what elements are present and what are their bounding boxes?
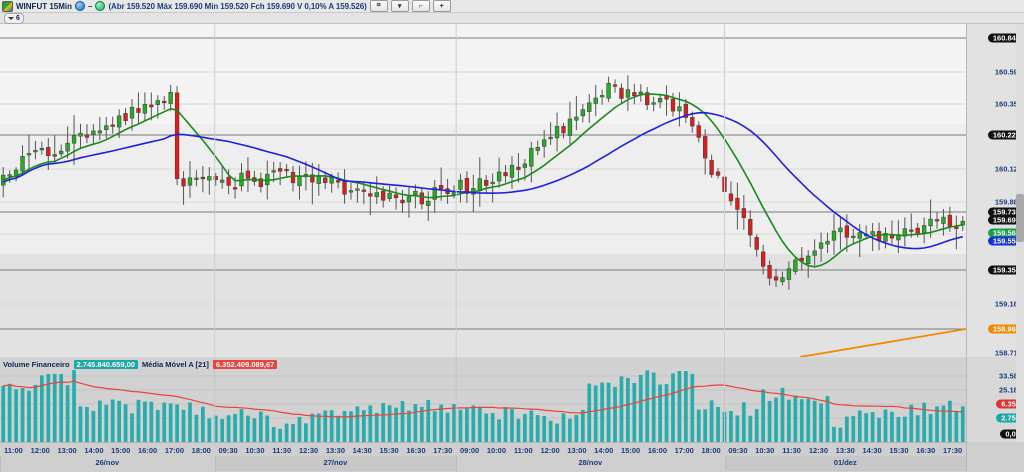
time-tick: 09:30 bbox=[218, 446, 238, 455]
price-marker-tag: 159.690 bbox=[987, 215, 1024, 225]
volume-legend-value: 2.745.840.659,00 bbox=[73, 360, 138, 369]
price-tick: 160.120 bbox=[994, 164, 1022, 174]
volume-chart-pane[interactable] bbox=[0, 358, 966, 442]
price-marker-tag: 159.550 bbox=[987, 236, 1024, 246]
volume-bars-svg bbox=[0, 358, 966, 442]
volume-legend-title: Volume Financeiro bbox=[3, 360, 70, 369]
vertical-scrollbar[interactable] bbox=[1016, 24, 1024, 442]
interval-selector[interactable]: 6 bbox=[4, 12, 24, 24]
time-tick: 15:30 bbox=[889, 446, 909, 455]
time-tick: 13:30 bbox=[325, 446, 345, 455]
price-marker-tag: 160.225 bbox=[987, 130, 1024, 140]
price-candles-svg bbox=[0, 24, 966, 357]
day-band bbox=[456, 456, 725, 471]
price-marker-tag: 160.840 bbox=[987, 33, 1024, 43]
price-tick: 160.355 bbox=[994, 99, 1022, 109]
axis-corner bbox=[966, 442, 1024, 471]
price-marker-tag: 159.562 bbox=[987, 228, 1024, 238]
day-label: 01/dez bbox=[833, 458, 857, 467]
time-tick: 18:00 bbox=[701, 446, 721, 455]
time-axis[interactable]: 11:00 12:00 13:00 14:00 15:00 16:00 17:00 18:00… bbox=[0, 442, 1024, 472]
time-tick: 12:00 bbox=[30, 446, 50, 455]
time-tick: 14:00 bbox=[84, 446, 104, 455]
day-band bbox=[724, 456, 967, 471]
time-tick: 11:00 bbox=[4, 446, 23, 455]
price-tick: 160.590 bbox=[994, 67, 1022, 77]
interval-value: 6 bbox=[16, 14, 20, 22]
magnet-tool-button[interactable]: ⌐ bbox=[411, 0, 430, 12]
time-tick: 16:30 bbox=[916, 446, 936, 455]
time-tick: 13:30 bbox=[835, 446, 855, 455]
price-tick: 159.180 bbox=[994, 299, 1022, 309]
time-tick: 17:00 bbox=[164, 446, 184, 455]
price-tick: 159.885 bbox=[994, 197, 1022, 207]
time-tick: 10:30 bbox=[245, 446, 265, 455]
time-tick: 17:30 bbox=[433, 446, 453, 455]
day-label: 27/nov bbox=[323, 458, 348, 467]
volume-ma-value: 6.352.409.089,67 bbox=[212, 360, 278, 369]
cursor-tool-dropdown[interactable]: ▾ bbox=[390, 0, 409, 12]
time-tick: 16:30 bbox=[406, 446, 426, 455]
day-label: 28/nov bbox=[578, 458, 603, 467]
time-tick: 12:30 bbox=[298, 446, 319, 455]
quote-summary: (Abr 159.520 Máx 159.690 Min 159.520 Fch… bbox=[108, 1, 367, 11]
time-tick: 16:00 bbox=[137, 446, 158, 455]
symbol-label: WINFUT 15Min bbox=[16, 1, 72, 11]
chart-subtoolbar: 6 bbox=[0, 12, 1024, 24]
time-tick: 13:00 bbox=[567, 446, 587, 455]
cursor-tool-button[interactable]: ⌗ bbox=[369, 0, 388, 12]
volume-tick: 25.188 bbox=[999, 385, 1022, 395]
chart-header-bar: WINFUT 15Min – (Abr 159.520 Máx 159.690 … bbox=[0, 0, 1024, 13]
dash-separator: – bbox=[88, 1, 93, 11]
time-tick: 17:00 bbox=[674, 446, 694, 455]
time-tick: 11:30 bbox=[782, 446, 801, 455]
add-indicator-button[interactable]: + bbox=[432, 0, 451, 12]
time-tick: 14:30 bbox=[862, 446, 882, 455]
time-tick: 10:30 bbox=[755, 446, 775, 455]
time-tick: 15:00 bbox=[111, 446, 131, 455]
app-logo-icon bbox=[2, 0, 13, 12]
time-tick: 15:30 bbox=[379, 446, 399, 455]
day-label: 26/nov bbox=[95, 458, 120, 467]
time-tick: 14:30 bbox=[352, 446, 372, 455]
price-marker-tag: 159.731 bbox=[987, 207, 1024, 217]
vertical-scrollbar-thumb[interactable] bbox=[1016, 194, 1024, 242]
status-dot-icon bbox=[95, 1, 106, 11]
time-tick: 09:00 bbox=[459, 446, 480, 455]
volume-tick: 33.588 bbox=[999, 371, 1022, 381]
time-tick: 12:00 bbox=[540, 446, 560, 455]
volume-marker-tag: 6.358 bbox=[996, 399, 1024, 409]
time-tick: 11:30 bbox=[272, 446, 292, 455]
price-chart-pane[interactable]: WINFUT 15Min Ibovespa Mini bbox=[0, 24, 966, 357]
time-tick: 16:00 bbox=[647, 446, 667, 455]
volume-marker-tag: 2.758 bbox=[996, 413, 1024, 423]
time-tick: 14:00 bbox=[594, 446, 614, 455]
time-tick: 15:00 bbox=[620, 446, 641, 455]
time-tick: 11:00 bbox=[513, 446, 533, 455]
chevron-down-icon bbox=[8, 16, 14, 20]
price-axis-scale[interactable]: 160.840 160.590 160.355 160.225 160.120 159.8… bbox=[966, 24, 1024, 358]
time-tick: 10:00 bbox=[486, 446, 506, 455]
volume-marker-tag: 0,00 bbox=[1000, 429, 1024, 439]
time-tick: 17:30 bbox=[942, 446, 963, 455]
time-tick: 09:30 bbox=[728, 446, 748, 455]
price-marker-tag: 159.350 bbox=[987, 265, 1024, 275]
time-tick: 18:00 bbox=[191, 446, 211, 455]
price-marker-tag: 158.969 bbox=[987, 324, 1024, 334]
volume-ma-title: Média Móvel A [21] bbox=[141, 360, 209, 369]
time-tick: 12:30 bbox=[808, 446, 828, 455]
day-band bbox=[214, 456, 458, 471]
price-tick: 158.710 bbox=[994, 348, 1022, 358]
time-tick: 13:00 bbox=[57, 446, 77, 455]
globe-icon[interactable] bbox=[75, 1, 85, 11]
volume-legend: Volume Financeiro 2.745.840.659,00 Média… bbox=[3, 360, 278, 369]
day-band bbox=[0, 456, 216, 471]
